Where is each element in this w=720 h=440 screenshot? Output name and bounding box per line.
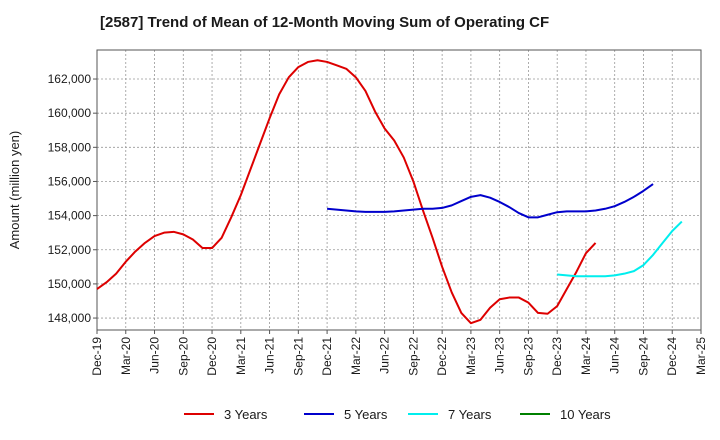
x-tick-label: Mar-20	[119, 337, 133, 375]
chart-title: [2587] Trend of Mean of 12-Month Moving …	[100, 14, 549, 31]
x-tick-label: Sep-22	[406, 337, 420, 376]
x-tick-label: Jun-23	[493, 337, 507, 374]
x-tick-label: Jun-22	[378, 337, 392, 374]
y-tick-label: 150,000	[48, 277, 92, 291]
x-tick-label: Mar-23	[464, 337, 478, 375]
x-tick-label: Sep-21	[291, 337, 305, 376]
legend: 3 Years 5 Years 7 Years 10 Years	[184, 407, 611, 422]
y-tick-label: 160,000	[48, 106, 92, 120]
x-tick-label: Dec-20	[205, 337, 219, 376]
grid	[96, 50, 702, 330]
y-tick-label: 162,000	[48, 72, 92, 86]
y-axis-label: Amount (million yen)	[7, 131, 22, 250]
x-axis-ticks: Dec-19 Mar-20 Jun-20 Sep-20 Dec-20 Mar-21 Jun-…	[90, 330, 708, 376]
legend-label: 7 Years	[448, 407, 492, 422]
x-tick-label: Jun-20	[148, 337, 162, 374]
x-tick-label: Mar-21	[234, 337, 248, 375]
legend-label: 10 Years	[560, 407, 611, 422]
y-tick-label: 158,000	[48, 140, 92, 154]
y-tick-label: 148,000	[48, 311, 92, 325]
x-tick-label: Jun-24	[608, 337, 622, 374]
y-tick-label: 156,000	[48, 174, 92, 188]
x-tick-label: Sep-24	[636, 337, 650, 376]
x-tick-label: Jun-21	[263, 337, 277, 374]
x-tick-label: Mar-22	[349, 337, 363, 375]
legend-label: 3 Years	[224, 407, 268, 422]
x-tick-label: Sep-20	[176, 337, 190, 376]
x-tick-label: Sep-23	[521, 337, 535, 376]
x-tick-label: Dec-19	[90, 337, 104, 376]
series-line-7-years	[557, 220, 683, 278]
x-tick-label: Dec-23	[550, 337, 564, 376]
legend-label: 5 Years	[344, 407, 388, 422]
y-tick-label: 154,000	[48, 209, 92, 223]
x-tick-label: Mar-24	[579, 337, 593, 375]
y-axis-ticks: 148,000 150,000 152,000 154,000 156,000 158,0…	[48, 72, 97, 325]
x-tick-label: Dec-21	[320, 337, 334, 376]
x-tick-label: Mar-25	[694, 337, 708, 375]
x-tick-label: Dec-24	[665, 337, 679, 376]
plot-area-border	[96, 49, 702, 331]
y-tick-label: 152,000	[48, 243, 92, 257]
series-line-3-years	[96, 59, 597, 325]
series-line-5-years	[327, 183, 654, 219]
series-lines	[96, 59, 683, 325]
x-tick-label: Dec-22	[435, 337, 449, 376]
